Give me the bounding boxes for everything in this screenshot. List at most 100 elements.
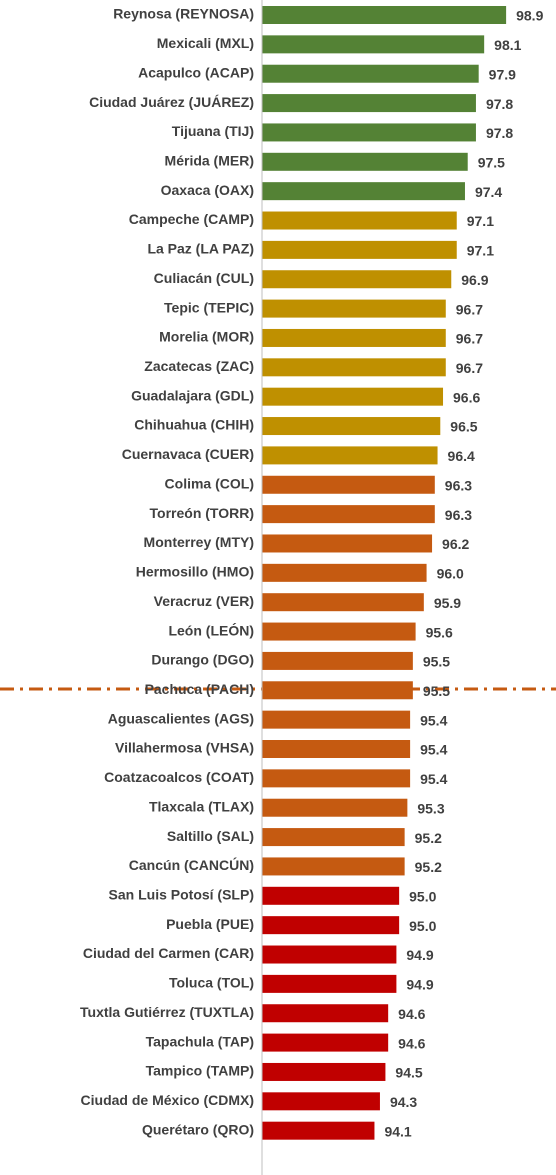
category-label: Reynosa (REYNOSA) (113, 6, 254, 22)
value-label: 94.9 (406, 947, 433, 963)
value-label: 94.9 (406, 977, 433, 993)
value-label: 95.4 (420, 771, 447, 787)
value-label: 97.9 (489, 66, 516, 82)
value-label: 95.9 (434, 595, 461, 611)
bar (262, 417, 441, 436)
bar (262, 1033, 389, 1052)
category-label: Ciudad del Carmen (CAR) (83, 945, 254, 961)
value-label: 95.0 (409, 918, 436, 934)
bar (262, 299, 446, 318)
value-label: 95.6 (426, 624, 453, 640)
category-label: Culiacán (CUL) (154, 270, 254, 286)
value-label: 96.7 (456, 301, 483, 317)
category-label: Villahermosa (VHSA) (115, 740, 254, 756)
bar (262, 798, 408, 817)
value-label: 98.9 (516, 8, 543, 24)
category-label: Acapulco (ACAP) (138, 64, 254, 80)
category-label: La Paz (LA PAZ) (147, 241, 254, 257)
bar (262, 593, 424, 612)
category-label: Puebla (PUE) (166, 916, 254, 932)
value-label: 94.5 (395, 1065, 422, 1081)
bar (262, 974, 397, 993)
bar (262, 1092, 380, 1111)
value-label: 94.3 (390, 1094, 417, 1110)
category-label: Saltillo (SAL) (167, 828, 254, 844)
category-label: Monterrey (MTY) (144, 534, 254, 550)
bar (262, 446, 438, 465)
bar (262, 945, 397, 964)
value-label: 97.8 (486, 125, 513, 141)
bar (262, 152, 468, 171)
category-label: Mérida (MER) (165, 153, 254, 169)
value-label: 95.0 (409, 889, 436, 905)
category-label: Morelia (MOR) (159, 329, 254, 345)
value-label: 95.4 (420, 742, 447, 758)
bar (262, 475, 435, 494)
category-label: Tapachula (TAP) (146, 1033, 254, 1049)
bar (262, 211, 457, 230)
value-label: 95.2 (415, 859, 442, 875)
category-label: Coatzacoalcos (COAT) (104, 769, 254, 785)
category-label: Tepic (TEPIC) (164, 299, 254, 315)
bar (262, 182, 465, 201)
bar (262, 94, 476, 113)
bar (262, 1062, 386, 1081)
value-label: 97.8 (486, 96, 513, 112)
bar (262, 828, 405, 847)
bar (262, 505, 435, 524)
category-label: Cuernavaca (CUER) (122, 446, 254, 462)
category-label: Campeche (CAMP) (129, 211, 254, 227)
category-label: Querétaro (QRO) (142, 1121, 254, 1137)
category-label: Torreón (TORR) (150, 505, 254, 521)
value-label: 96.0 (437, 566, 464, 582)
value-label: 95.3 (417, 800, 444, 816)
value-label: 96.6 (453, 389, 480, 405)
bar (262, 123, 476, 142)
value-label: 97.1 (467, 213, 494, 229)
value-label: 96.7 (456, 360, 483, 376)
bar (262, 916, 400, 935)
value-label: 94.6 (398, 1006, 425, 1022)
bar (262, 886, 400, 905)
value-label: 97.1 (467, 243, 494, 259)
bar (262, 240, 457, 259)
bar (262, 563, 427, 582)
bar (262, 328, 446, 347)
value-label: 96.4 (448, 448, 475, 464)
bar (262, 740, 411, 758)
value-label: 96.9 (461, 272, 488, 288)
value-label: 96.3 (445, 477, 472, 493)
category-label: San Luis Potosí (SLP) (109, 887, 254, 903)
bar (262, 622, 416, 641)
value-label: 96.3 (445, 507, 472, 523)
category-label: Cancún (CANCÚN) (129, 856, 254, 873)
category-label: Tampico (TAMP) (146, 1063, 254, 1079)
bar (262, 6, 507, 24)
value-label: 97.5 (478, 155, 505, 171)
value-label: 98.1 (494, 37, 521, 53)
category-label: Ciudad Juárez (JUÁREZ) (89, 94, 254, 110)
category-label: Oaxaca (OAX) (161, 182, 254, 198)
value-label: 96.5 (450, 419, 477, 435)
category-label: Ciudad de México (CDMX) (81, 1092, 254, 1108)
value-label: 96.2 (442, 536, 469, 552)
bar (262, 1004, 389, 1023)
value-label: 95.5 (423, 683, 450, 699)
category-label: Tijuana (TIJ) (172, 123, 254, 139)
value-label: 95.4 (420, 712, 447, 728)
bar (262, 710, 411, 729)
category-label: León (LEÓN) (168, 621, 254, 638)
category-label: Veracruz (VER) (154, 593, 254, 609)
category-label: Aguascalientes (AGS) (108, 710, 254, 726)
bar (262, 35, 485, 54)
category-label: Pachuca (PACH) (145, 681, 254, 697)
category-label: Durango (DGO) (151, 652, 254, 668)
bar (262, 270, 452, 289)
category-label: Tlaxcala (TLAX) (149, 798, 254, 814)
bar (262, 1121, 375, 1140)
bar (262, 358, 446, 377)
bar (262, 857, 405, 876)
bar (262, 681, 413, 700)
value-label: 94.1 (384, 1123, 411, 1139)
